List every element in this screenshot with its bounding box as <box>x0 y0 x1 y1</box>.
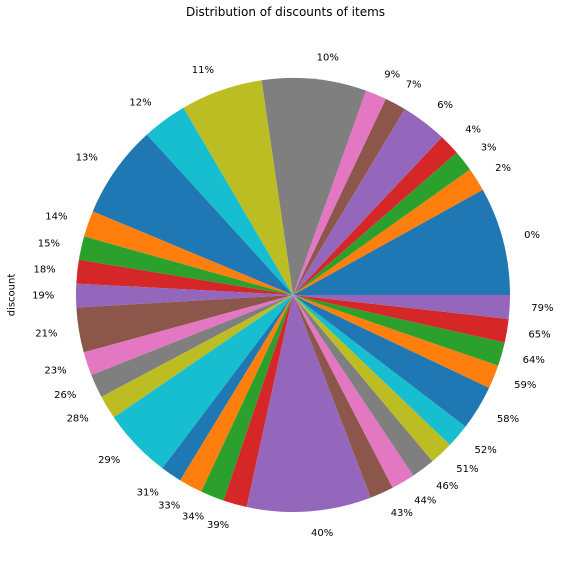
slice-label: 23% <box>44 366 66 377</box>
chart-title: Distribution of discounts of items <box>185 5 386 19</box>
slice-label: 33% <box>158 500 180 511</box>
pie-slice-11pct <box>183 80 293 295</box>
pie-slice-4pct <box>293 137 457 295</box>
pie-slice-65pct <box>293 295 509 343</box>
slice-label: 79% <box>531 303 553 314</box>
slice-label: 19% <box>32 291 54 302</box>
slice-label: 0% <box>524 230 540 241</box>
slice-label: 51% <box>456 464 478 475</box>
slice-label: 65% <box>528 329 550 340</box>
slice-label: 59% <box>514 380 536 391</box>
pie-slice-51pct <box>293 295 450 462</box>
slice-label: 28% <box>67 414 89 425</box>
pie-slice-7pct <box>293 98 405 296</box>
pie-slice-34pct <box>201 295 293 501</box>
pie-slice-31pct <box>162 295 293 481</box>
pie-slice-12pct <box>146 107 293 296</box>
pie-slice-0pct <box>293 189 510 295</box>
pie-slice-40pct <box>246 295 371 513</box>
pie-slice-59pct <box>293 295 499 388</box>
slice-label: 39% <box>207 520 229 531</box>
slice-label: 11% <box>192 65 214 76</box>
pie-slice-15pct <box>78 236 294 295</box>
slice-label: 31% <box>137 488 159 499</box>
pie-slice-44pct <box>293 295 414 488</box>
pie-slice-26pct <box>91 295 293 397</box>
pie-slice-46pct <box>293 295 433 476</box>
slice-label: 3% <box>481 143 497 154</box>
slice-label: 46% <box>436 481 458 492</box>
slice-label: 13% <box>76 153 98 164</box>
slice-label: 12% <box>129 98 151 109</box>
pie-slice-39pct <box>223 295 293 507</box>
pie-slice-79pct <box>293 295 510 319</box>
pie-slice-58pct <box>293 295 490 427</box>
slice-label: 15% <box>38 238 60 249</box>
slice-label: 18% <box>33 264 55 275</box>
pie-slice-19pct <box>76 283 293 308</box>
slice-label: 52% <box>475 445 497 456</box>
pie-slice-18pct <box>76 259 293 295</box>
slice-label: 2% <box>495 163 511 174</box>
slice-label: 40% <box>311 528 333 539</box>
slice-label: 21% <box>35 329 57 340</box>
pie-slice-10pct <box>261 77 367 295</box>
slice-label: 6% <box>437 100 453 111</box>
slice-label: 14% <box>45 212 67 223</box>
slice-label: 58% <box>497 414 519 425</box>
slice-label: 4% <box>465 125 481 136</box>
slice-label: 44% <box>414 496 436 507</box>
slice-label: 9% <box>384 70 400 81</box>
slice-label: 34% <box>182 512 204 523</box>
slice-label: 64% <box>523 355 545 366</box>
pie-slice-28pct <box>101 295 294 418</box>
pie-slice-6pct <box>293 108 442 296</box>
pie-slice-23pct <box>83 295 293 376</box>
slice-label: 29% <box>98 455 120 466</box>
slice-label: 26% <box>54 390 76 401</box>
pie-slice-14pct <box>84 211 293 295</box>
slice-label: 7% <box>406 80 422 91</box>
pie-slice-64pct <box>293 295 505 366</box>
pie-slice-52pct <box>293 295 466 445</box>
pie-slice-33pct <box>180 295 293 492</box>
pie-slice-13pct <box>92 134 293 295</box>
pie-slice-3pct <box>293 152 471 295</box>
slice-label: 10% <box>317 53 339 64</box>
pie-slice-2pct <box>293 169 483 295</box>
pie-slice-43pct <box>293 295 393 498</box>
pie-slice-21pct <box>76 295 294 353</box>
slice-label: 43% <box>391 508 413 519</box>
pie-slice-9pct <box>293 90 386 295</box>
pie-slice-29pct <box>113 295 293 469</box>
